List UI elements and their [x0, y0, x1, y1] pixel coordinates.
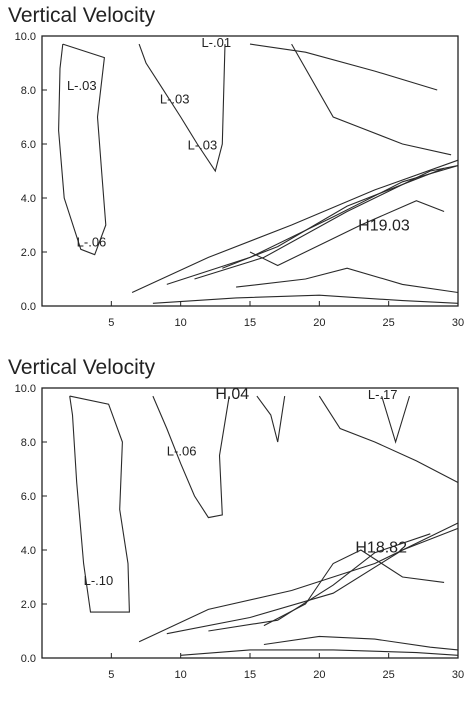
chart-title: Vertical Velocity — [8, 4, 156, 27]
contour-label: L-.06 — [77, 235, 107, 250]
contour-label: H18.82 — [355, 540, 407, 557]
contour-plot-bottom: 5 10 15 20 25 30 0.0 2.0 4.0 6.0 8.0 10.0 H.04 L-.17 L… — [15, 383, 465, 681]
contour-line — [381, 395, 411, 444]
chart-panel-top: Vertical Velocity 5 10 15 20 25 30 0.0 2.0 4.0 6.… — [0, 0, 469, 352]
y-tick-label: 4.0 — [21, 545, 36, 557]
x-tick-label: 30 — [452, 317, 464, 329]
contour-line — [131, 159, 459, 293]
contour-label: L-.06 — [167, 444, 197, 459]
contour-line — [263, 549, 445, 627]
contour-label: L-.03 — [67, 78, 97, 93]
plot-frame — [41, 35, 459, 307]
x-tick-label: 25 — [383, 669, 395, 681]
contour-line — [263, 635, 459, 651]
y-tick-label: 8.0 — [21, 437, 36, 449]
y-tick-label: 8.0 — [21, 85, 36, 97]
y-tick-label: 4.0 — [21, 193, 36, 205]
contour-line — [249, 43, 438, 91]
contour-label: L-.10 — [84, 573, 114, 588]
x-tick-label: 25 — [383, 317, 395, 329]
contour-line — [138, 43, 226, 173]
x-tick-label: 5 — [108, 317, 114, 329]
contour-line — [58, 43, 107, 256]
x-tick-label: 20 — [313, 317, 325, 329]
y-tick-label: 6.0 — [21, 491, 36, 503]
y-tick-label: 0.0 — [21, 653, 36, 665]
x-tick-label: 10 — [175, 669, 187, 681]
chart-panel-bottom: Vertical Velocity 5 10 15 20 25 30 0.0 2.0 4.0 6.… — [0, 352, 469, 704]
y-tick-label: 2.0 — [21, 599, 36, 611]
contour-label: H.04 — [215, 386, 249, 403]
x-tick-label: 15 — [244, 669, 256, 681]
x-tick-label: 15 — [244, 317, 256, 329]
x-tick-label: 10 — [175, 317, 187, 329]
contour-line — [166, 165, 459, 285]
contour-label: L-.17 — [368, 387, 398, 402]
contour-line — [69, 395, 130, 613]
y-tick-label: 0.0 — [21, 301, 36, 313]
contour-line — [208, 533, 431, 632]
contour-plot-top: 5 10 15 20 25 30 0.0 2.0 4.0 6.0 8.0 10.0 L-.01 L-.03… — [15, 31, 465, 329]
contour-label: L-.03 — [188, 137, 218, 152]
contour-line — [152, 395, 230, 519]
contour-line — [249, 200, 445, 267]
contour-line — [318, 395, 459, 483]
contour-line — [152, 294, 459, 304]
contour-line — [256, 395, 286, 443]
y-tick-label: 2.0 — [21, 247, 36, 259]
contour-line — [236, 267, 459, 294]
contour-label: L-.01 — [201, 35, 231, 50]
x-tick-label: 5 — [108, 669, 114, 681]
contour-line — [180, 649, 459, 656]
contour-line — [222, 167, 445, 269]
contour-line — [291, 43, 452, 156]
contour-line — [194, 165, 459, 280]
x-tick-label: 30 — [452, 669, 464, 681]
y-tick-label: 10.0 — [15, 31, 36, 43]
contour-line — [166, 527, 459, 635]
y-tick-label: 10.0 — [15, 383, 36, 395]
contour-label: L-.03 — [160, 92, 190, 107]
y-tick-label: 6.0 — [21, 139, 36, 151]
x-tick-label: 20 — [313, 669, 325, 681]
chart-title: Vertical Velocity — [8, 356, 156, 379]
contour-label: H19.03 — [358, 217, 410, 234]
